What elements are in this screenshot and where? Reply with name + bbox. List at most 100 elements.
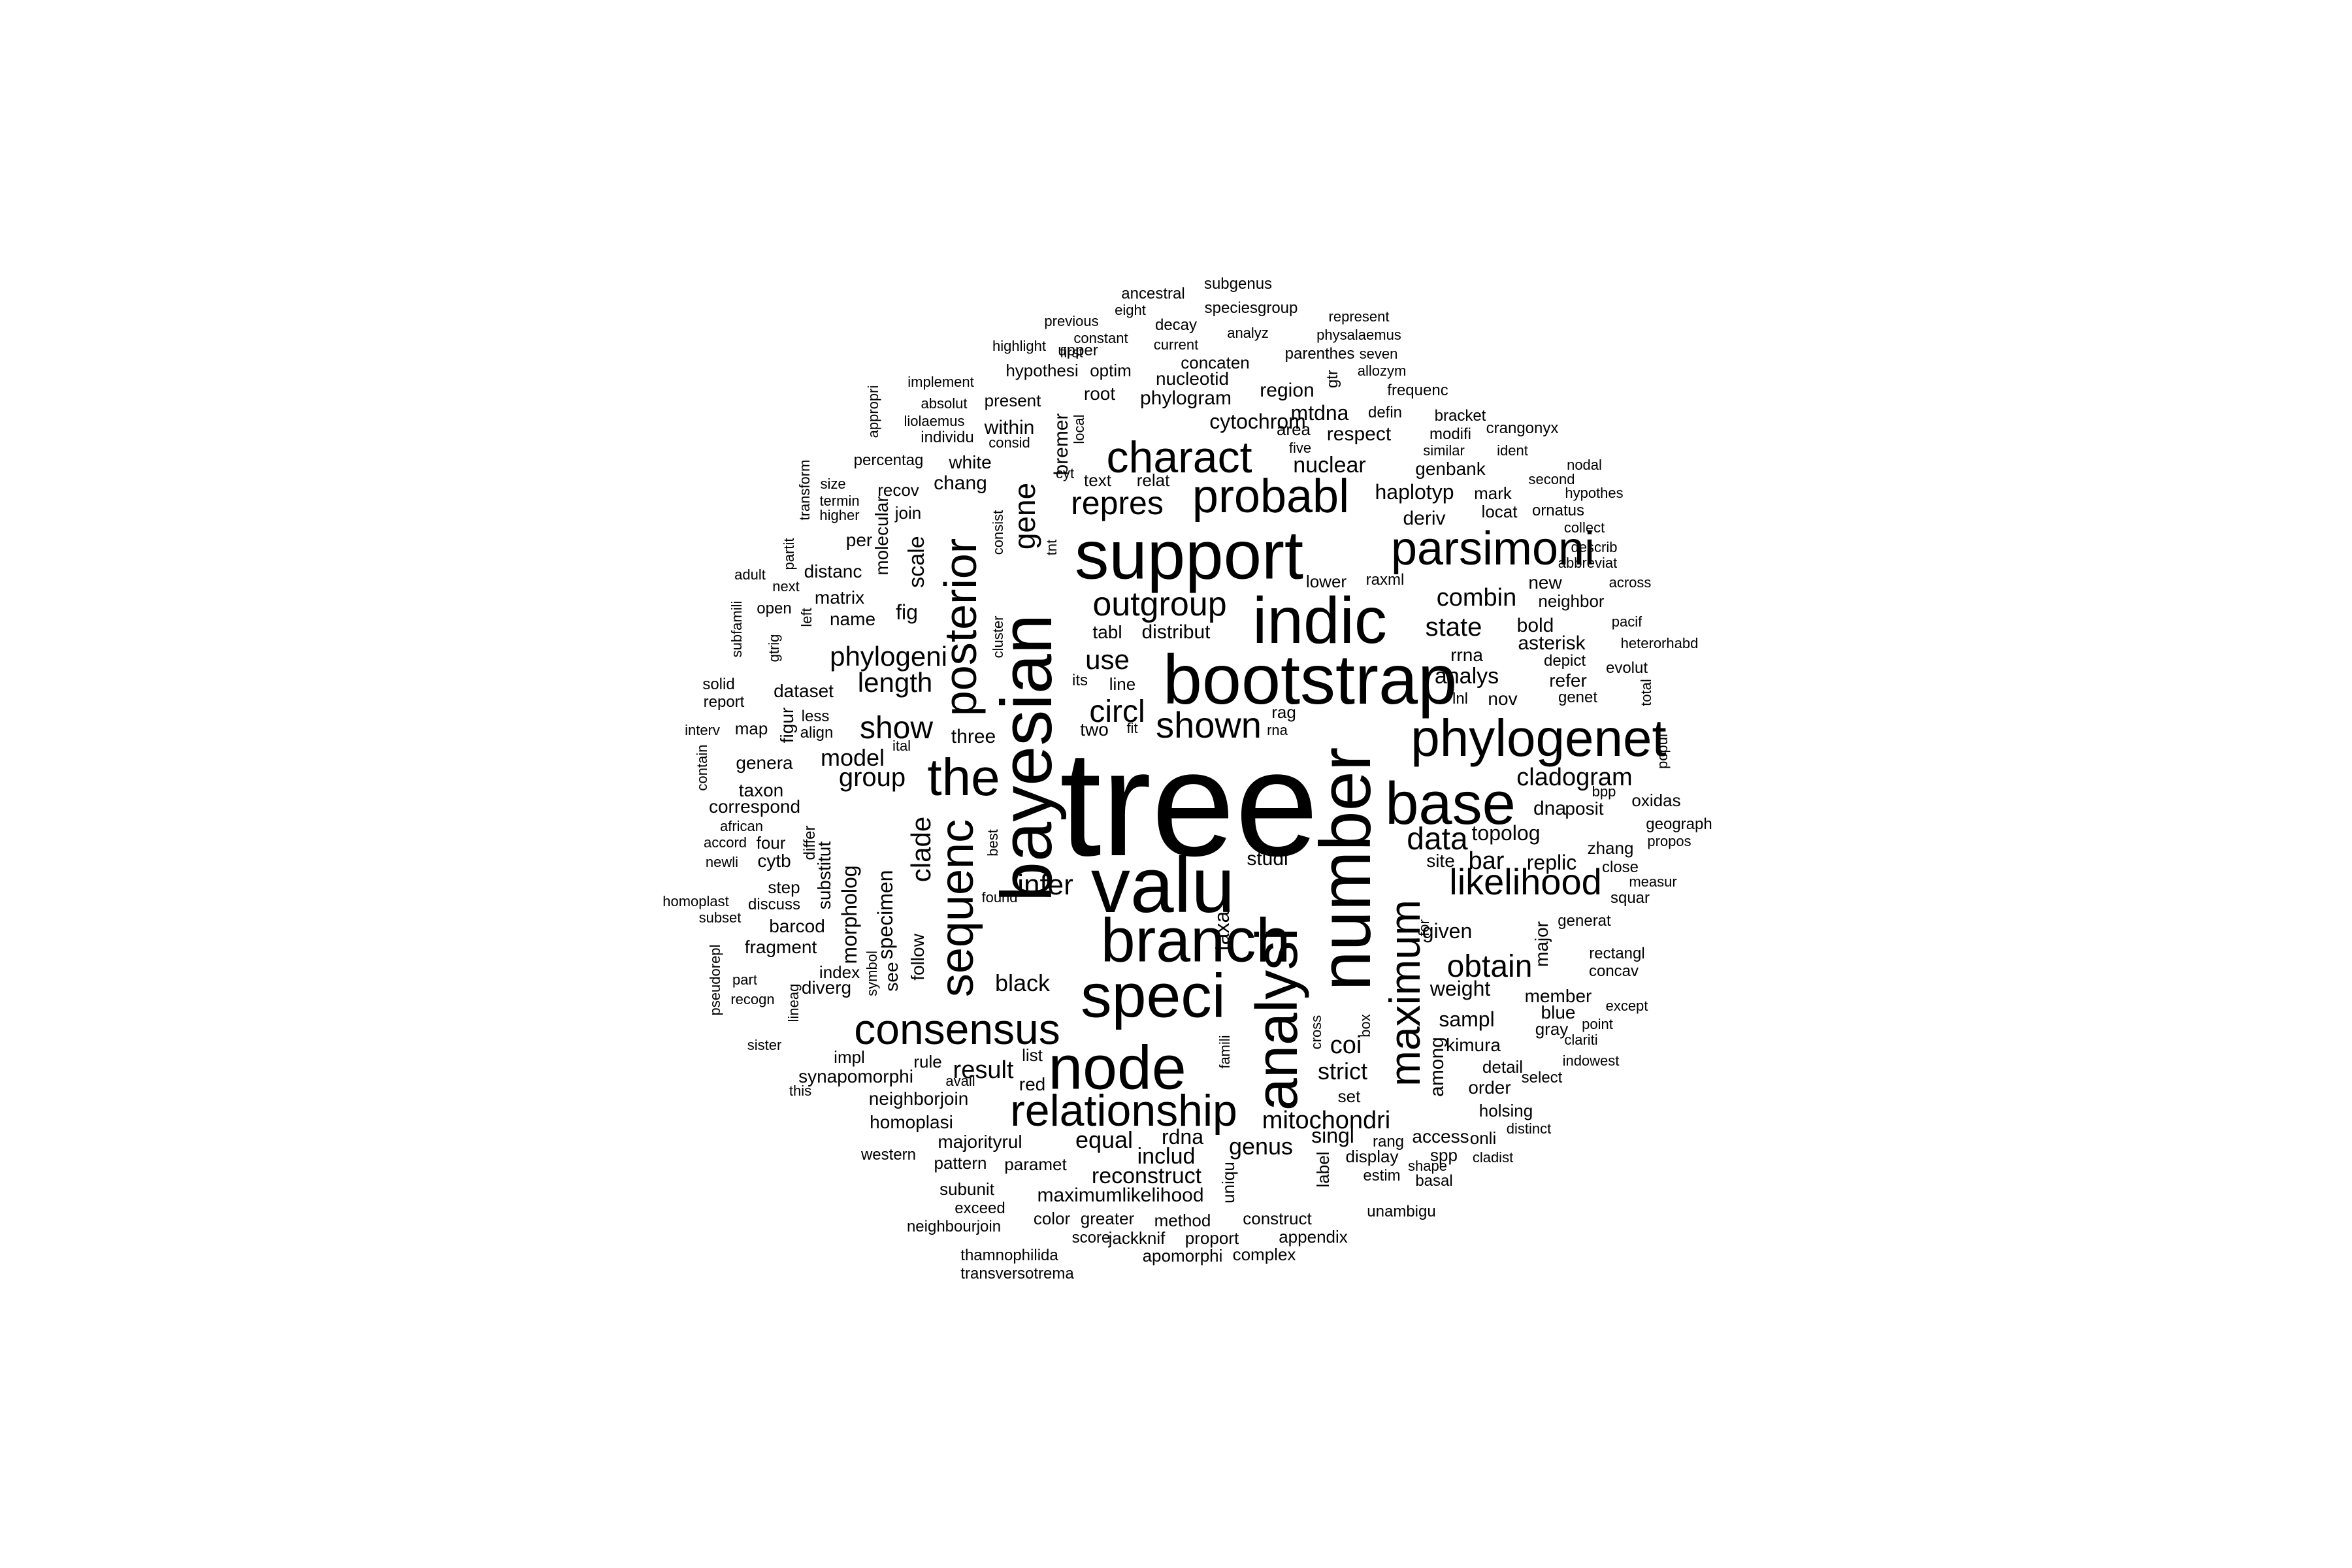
- word-ornatus: ornatus: [1531, 502, 1585, 519]
- word-replic: replic: [1526, 851, 1577, 874]
- word-solid: solid: [702, 676, 735, 693]
- word-locat: locat: [1481, 502, 1518, 521]
- word-area: area: [1276, 419, 1311, 439]
- word-best: best: [985, 829, 1001, 857]
- word-phylogenet: phylogenet: [1411, 709, 1667, 767]
- word-align: align: [800, 724, 834, 742]
- word-squar: squar: [1610, 889, 1650, 907]
- word-first: first: [1060, 344, 1083, 361]
- word-paramet: paramet: [1004, 1154, 1067, 1174]
- word-rrna: rrna: [1450, 645, 1483, 665]
- word-consid: consid: [988, 434, 1030, 451]
- word-dna: dna: [1533, 798, 1567, 819]
- word-generat: generat: [1558, 912, 1611, 930]
- word-evolut: evolut: [1605, 659, 1648, 677]
- word-interv: interv: [685, 722, 720, 738]
- word-point: point: [1582, 1016, 1613, 1032]
- word-holsing: holsing: [1478, 1101, 1533, 1120]
- word-analyz: analyz: [1227, 325, 1269, 341]
- word-phylogeni: phylogeni: [830, 641, 947, 672]
- word-barcod: barcod: [769, 916, 825, 936]
- word-morpholog: morpholog: [838, 865, 861, 964]
- word-bootstrap: bootstrap: [1162, 640, 1458, 719]
- word-nuclear: nuclear: [1293, 453, 1366, 478]
- word-homoplasi: homoplasi: [870, 1112, 953, 1132]
- word-genet: genet: [1558, 689, 1598, 706]
- word-refer: refer: [1549, 670, 1587, 691]
- word-four: four: [756, 833, 786, 853]
- word-text: text: [1084, 470, 1111, 490]
- word-posterior: posterior: [935, 538, 986, 717]
- word-estim: estim: [1363, 1167, 1401, 1184]
- word-genbank: genbank: [1415, 459, 1486, 479]
- word-distinct: distinct: [1506, 1120, 1552, 1137]
- word-pseudorepl: pseudorepl: [707, 944, 723, 1016]
- word-gtr: gtr: [1324, 369, 1341, 389]
- word-tabl: tabl: [1092, 622, 1122, 642]
- word-specimen: specimen: [874, 870, 897, 960]
- word-exceed: exceed: [955, 1200, 1005, 1217]
- word-rectangl: rectangl: [1589, 945, 1645, 962]
- word-relationship: relationship: [1010, 1086, 1237, 1135]
- word-tnt: tnt: [1043, 539, 1060, 556]
- word-new: new: [1528, 572, 1562, 593]
- word-zhang: zhang: [1587, 838, 1634, 858]
- word-modifi: modifi: [1429, 425, 1472, 443]
- word-box: box: [1357, 1014, 1373, 1037]
- word-taxa: taxa: [1210, 911, 1233, 951]
- word-reconstruct: reconstruct: [1091, 1164, 1202, 1188]
- word-optim: optim: [1090, 361, 1132, 380]
- word-consensus: consensus: [854, 1005, 1060, 1053]
- word-unambigu: unambigu: [1367, 1203, 1436, 1220]
- word-result: result: [953, 1056, 1014, 1084]
- word-majorityrul: majorityrul: [938, 1132, 1022, 1152]
- word-sequenc: sequenc: [931, 819, 983, 998]
- word-ital: ital: [892, 738, 911, 754]
- word-shape: shape: [1408, 1158, 1447, 1174]
- word-valu: valu: [1090, 841, 1235, 929]
- word-blue: blue: [1541, 1002, 1576, 1022]
- word-singl: singl: [1311, 1124, 1354, 1147]
- word-lineag: lineag: [785, 983, 802, 1022]
- word-geograph: geograph: [1646, 815, 1712, 833]
- word-apomorphi: apomorphi: [1142, 1246, 1223, 1266]
- word-liolaemus: liolaemus: [904, 413, 965, 429]
- word-for: for: [1416, 919, 1432, 936]
- word-set: set: [1337, 1086, 1361, 1106]
- word-given: given: [1422, 919, 1473, 943]
- word-parsimoni: parsimoni: [1390, 523, 1595, 575]
- word-next: next: [772, 578, 800, 595]
- word-size: size: [820, 476, 846, 492]
- word-synapomorphi: synapomorphi: [798, 1066, 913, 1086]
- word-gtrig: gtrig: [766, 634, 782, 662]
- word-molecular: molecular: [872, 496, 892, 576]
- word-show: show: [859, 711, 934, 745]
- word-chang: chang: [934, 472, 987, 494]
- word-includ: includ: [1137, 1144, 1196, 1169]
- word-ancestral: ancestral: [1121, 285, 1185, 302]
- word-map: map: [734, 719, 768, 738]
- word-indic: indic: [1252, 584, 1387, 657]
- word-deriv: deriv: [1403, 508, 1446, 529]
- word-neighbor: neighbor: [1538, 591, 1605, 611]
- word-subunit: subunit: [939, 1179, 994, 1199]
- word-upper: upper: [1058, 342, 1098, 359]
- word-select: select: [1521, 1069, 1563, 1086]
- word-nucleotid: nucleotid: [1155, 368, 1230, 389]
- word-tree: tree: [1059, 719, 1319, 887]
- word-fit: fit: [1126, 720, 1138, 736]
- word-probabl: probabl: [1192, 470, 1350, 523]
- word-termin: termin: [819, 493, 860, 509]
- word-respect: respect: [1326, 423, 1392, 445]
- word-transversotrema: transversotrema: [960, 1265, 1074, 1282]
- word-newli: newli: [705, 854, 739, 870]
- word-construct: construct: [1243, 1209, 1312, 1228]
- word-accord: accord: [703, 834, 747, 851]
- word-eight: eight: [1115, 302, 1146, 318]
- word-number: number: [1305, 747, 1386, 991]
- word-parenthes: parenthes: [1284, 345, 1355, 363]
- word-bracket: bracket: [1434, 407, 1486, 425]
- word-describ: describ: [1571, 539, 1618, 555]
- word-physalaemus: physalaemus: [1316, 327, 1401, 343]
